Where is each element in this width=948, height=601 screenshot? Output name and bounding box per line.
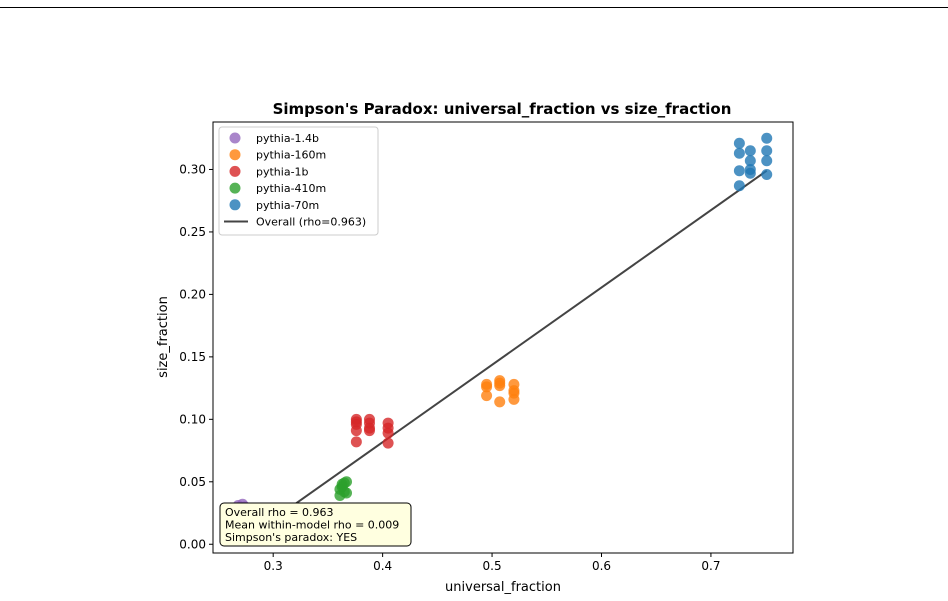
data-point xyxy=(350,413,362,425)
legend-marker xyxy=(229,132,241,144)
data-point xyxy=(508,378,520,390)
data-point xyxy=(761,132,773,144)
x-axis: 0.3 0.4 0.5 0.6 0.7 xyxy=(264,553,720,573)
x-axis-label: universal_fraction xyxy=(445,580,561,595)
data-point xyxy=(341,476,353,488)
legend-box xyxy=(218,126,379,236)
fit-line-layer xyxy=(237,169,768,546)
legend-label: pythia-160m xyxy=(256,149,326,162)
data-point xyxy=(744,163,756,175)
plot-frame xyxy=(212,121,794,554)
top-rule xyxy=(0,7,948,8)
annotation-box xyxy=(219,502,412,547)
overall-fit-line xyxy=(237,169,768,546)
y-tick-label: 0.25 xyxy=(179,225,206,239)
legend-label: pythia-1b xyxy=(256,165,309,178)
y-tick-label: 0.00 xyxy=(179,537,206,551)
data-point xyxy=(733,165,745,177)
legend-label: pythia-1.4b xyxy=(256,132,319,145)
y-tick-label: 0.30 xyxy=(179,162,206,176)
annotation-line: Simpson's paradox: YES xyxy=(225,531,357,544)
data-point xyxy=(341,487,353,499)
data-point xyxy=(481,390,493,402)
legend-label: pythia-70m xyxy=(256,199,319,212)
data-point xyxy=(733,180,745,192)
x-tick-label: 0.3 xyxy=(264,559,283,573)
y-tick-label: 0.15 xyxy=(179,350,206,364)
data-point xyxy=(733,137,745,149)
annotation-line: Overall rho = 0.963 xyxy=(225,506,334,519)
x-tick-label: 0.7 xyxy=(701,559,720,573)
y-axis: 0.00 0.05 0.10 0.15 0.20 0.25 0.30 xyxy=(179,162,213,551)
points-layer xyxy=(232,132,773,514)
x-tick-label: 0.4 xyxy=(373,559,392,573)
data-point xyxy=(733,147,745,159)
data-point xyxy=(761,155,773,167)
chart-title: Simpson's Paradox: universal_fraction vs… xyxy=(273,100,732,118)
data-point xyxy=(761,145,773,157)
data-point xyxy=(744,155,756,167)
x-tick-label: 0.6 xyxy=(592,559,611,573)
data-point xyxy=(761,168,773,180)
legend-label: pythia-410m xyxy=(256,182,326,195)
legend-label: Overall (rho=0.963) xyxy=(256,216,366,229)
data-point xyxy=(494,375,506,387)
legend-marker xyxy=(229,182,241,194)
legend: pythia-1.4b pythia-160m pythia-1b pythia-41… xyxy=(218,126,379,236)
data-point xyxy=(382,417,394,429)
data-point xyxy=(494,396,506,408)
y-axis-label: size_fraction xyxy=(156,296,171,378)
data-point xyxy=(350,436,362,448)
data-point xyxy=(481,378,493,390)
x-tick-label: 0.5 xyxy=(483,559,502,573)
y-tick-label: 0.10 xyxy=(179,412,206,426)
legend-marker xyxy=(229,199,241,211)
data-point xyxy=(744,145,756,157)
data-point xyxy=(382,437,394,449)
y-tick-label: 0.05 xyxy=(179,475,206,489)
y-tick-label: 0.20 xyxy=(179,287,206,301)
legend-marker xyxy=(229,149,241,161)
data-point xyxy=(363,413,375,425)
legend-marker xyxy=(229,165,241,177)
annotation-line: Mean within-model rho = 0.009 xyxy=(225,519,399,532)
